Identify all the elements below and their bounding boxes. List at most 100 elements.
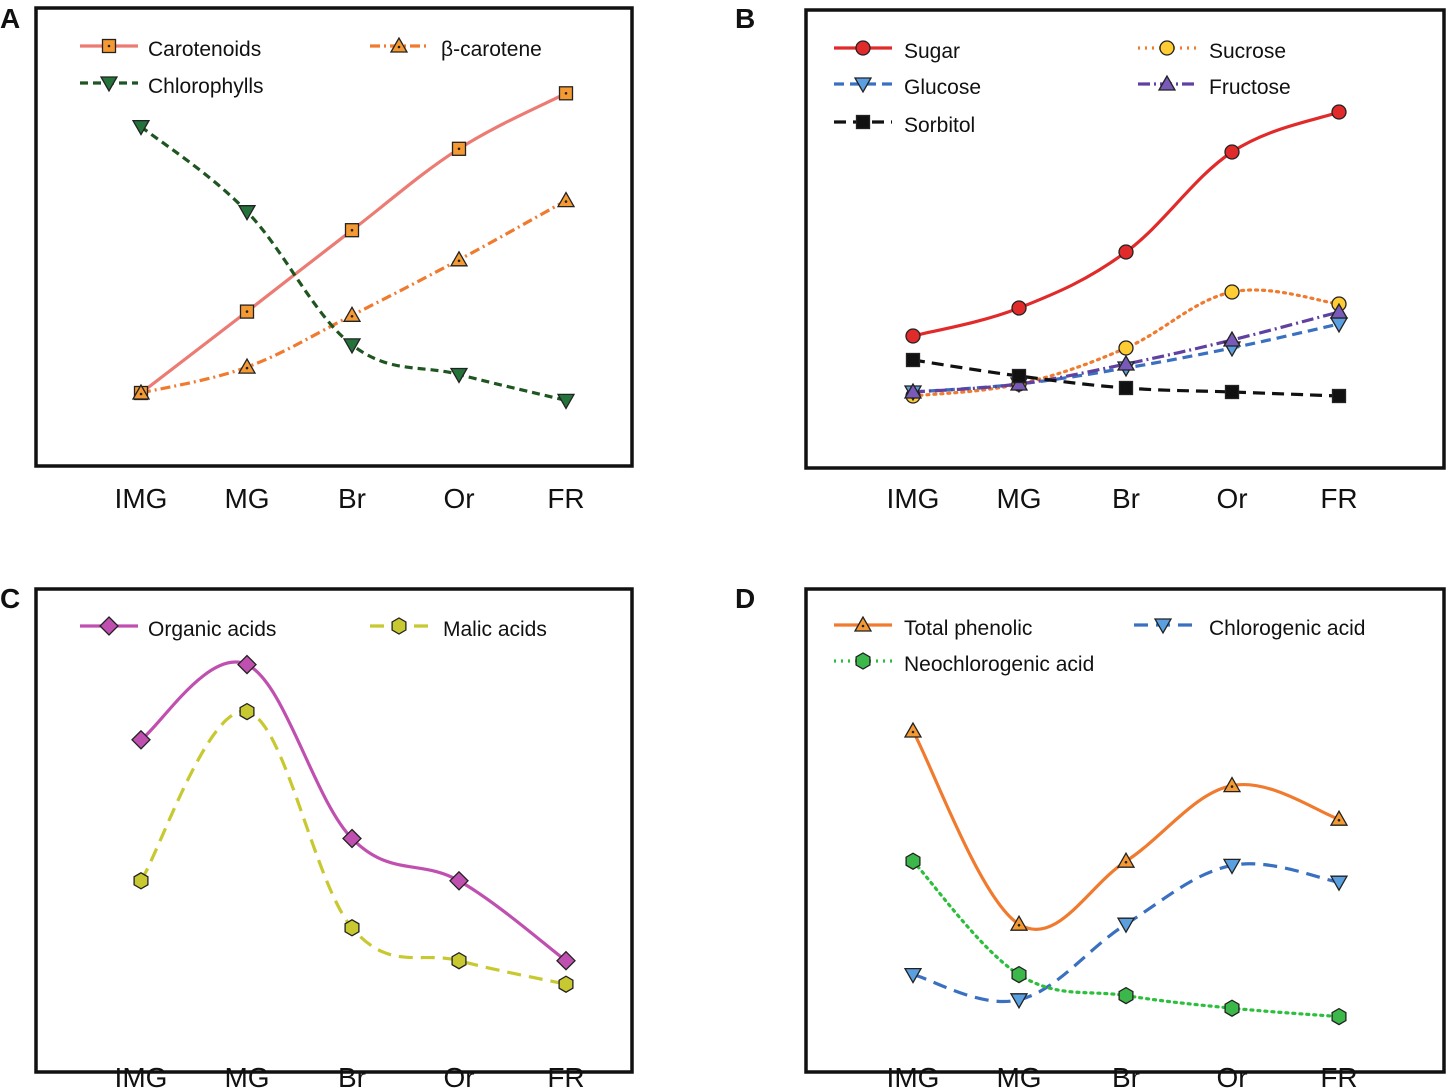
data-point: [237, 205, 257, 222]
data-point: [556, 950, 576, 971]
data-point: [556, 393, 576, 410]
data-point-dot: [350, 228, 354, 232]
legend-label: Chlorogenic acid: [1209, 617, 1365, 640]
data-point: [1118, 380, 1134, 396]
data-point-dot: [1017, 923, 1021, 927]
x-tick-label: FR: [1320, 483, 1357, 514]
data-point-dot: [139, 392, 143, 396]
data-point-dot: [245, 310, 249, 313]
x-tick-label: MG: [996, 1062, 1041, 1088]
legend-marker: [99, 76, 119, 93]
panel-letter: D: [735, 583, 755, 614]
data-point: [451, 951, 467, 970]
legend-marker: [1159, 40, 1175, 56]
data-point: [344, 919, 360, 937]
data-point: [905, 352, 921, 368]
legend-marker: [853, 615, 873, 632]
legend-marker-dot: [107, 44, 111, 48]
series-line-0: [140, 660, 567, 962]
legend-label: Carotenoids: [148, 38, 261, 61]
legend-marker: [389, 36, 409, 53]
legend-label: Neochlorogenic acid: [904, 653, 1094, 676]
legend-marker-dot: [861, 624, 865, 628]
legend-marker-dot: [397, 45, 401, 49]
legend-item: Sucrose: [1138, 40, 1286, 63]
data-point-dot: [564, 200, 568, 203]
x-tick-label: IMG: [115, 1062, 168, 1088]
data-point: [1331, 1007, 1347, 1026]
x-tick-label: IMG: [887, 1062, 940, 1088]
data-point: [558, 975, 574, 993]
legend-marker: [391, 617, 407, 635]
legend-label: Chlorophylls: [148, 75, 264, 98]
data-point-dot: [564, 92, 568, 95]
x-tick-label: Or: [443, 1062, 474, 1088]
series-line-0: [912, 110, 1340, 338]
chart-panel-a: A IMG MG Br Or FR Carotenoids β-carotene Chlorop…: [0, 3, 634, 514]
data-point: [1118, 340, 1134, 356]
legend-label: Total phenolic: [904, 617, 1032, 640]
chart-panel-c: C IMG MG Br Or FR Organic acids Malic acids: [0, 583, 634, 1088]
data-point: [903, 967, 923, 984]
data-point: [1329, 809, 1349, 826]
series-line-0: [911, 730, 1340, 932]
legend-item: Neochlorogenic acid: [834, 652, 1094, 676]
legend-item: Glucose: [834, 76, 981, 99]
data-point-dot: [1230, 785, 1234, 788]
data-point-dot: [457, 147, 461, 151]
x-tick-label: IMG: [887, 483, 940, 514]
x-tick-label: Br: [338, 1062, 366, 1088]
x-tick-label: MG: [996, 483, 1041, 514]
panel-letter: C: [0, 583, 20, 614]
legend-item: Organic acids: [80, 616, 276, 641]
plot-frame: [34, 587, 634, 1074]
plot-frame: [34, 6, 634, 468]
legend-label: Fructose: [1209, 76, 1291, 99]
data-point: [1222, 776, 1242, 793]
legend-item: β-carotene: [370, 36, 542, 61]
data-point: [905, 328, 921, 344]
legend-item: Total phenolic: [834, 615, 1032, 640]
data-point: [1222, 858, 1242, 875]
data-point: [903, 382, 923, 399]
data-point: [131, 119, 151, 136]
legend-item: Chlorogenic acid: [1134, 617, 1365, 640]
data-point: [1118, 986, 1134, 1005]
legend-item: Sorbitol: [834, 114, 975, 137]
legend-item: Carotenoids: [80, 38, 261, 61]
data-point-dot: [245, 366, 249, 370]
legend-label: Sugar: [904, 40, 960, 63]
data-point: [1329, 875, 1349, 892]
legend-label: Malic acids: [443, 618, 547, 641]
data-point: [1011, 965, 1027, 984]
data-point: [342, 828, 362, 849]
legend-marker: [855, 114, 871, 130]
data-point: [1224, 144, 1240, 160]
data-point: [449, 367, 469, 384]
chart-panel-d: D IMG MG Br Or FR Total phenolic Chlorogenic ac…: [735, 583, 1446, 1088]
legend-label: Organic acids: [148, 618, 276, 641]
x-tick-label: MG: [224, 483, 269, 514]
x-tick-label: FR: [1320, 1062, 1357, 1088]
data-point: [1009, 993, 1029, 1010]
data-point: [1329, 317, 1349, 334]
data-point: [449, 250, 469, 267]
legend-item: Sugar: [834, 40, 960, 63]
data-point-dot: [911, 730, 915, 734]
data-point: [237, 654, 257, 675]
data-point: [1116, 354, 1136, 371]
series-line-2: [140, 125, 567, 402]
x-tick-label: Or: [1216, 483, 1247, 514]
data-point: [905, 852, 921, 870]
plot-frame: [804, 8, 1446, 470]
data-point: [131, 729, 151, 750]
legend-item: Chlorophylls: [80, 75, 264, 98]
x-tick-label: Br: [1112, 483, 1140, 514]
legend-label: β-carotene: [441, 38, 542, 61]
plot-frame: [804, 587, 1446, 1074]
data-point: [1224, 999, 1240, 1017]
data-point: [1331, 388, 1347, 404]
data-point-dot: [457, 259, 461, 263]
data-point: [1011, 300, 1027, 316]
data-point: [1011, 368, 1027, 384]
